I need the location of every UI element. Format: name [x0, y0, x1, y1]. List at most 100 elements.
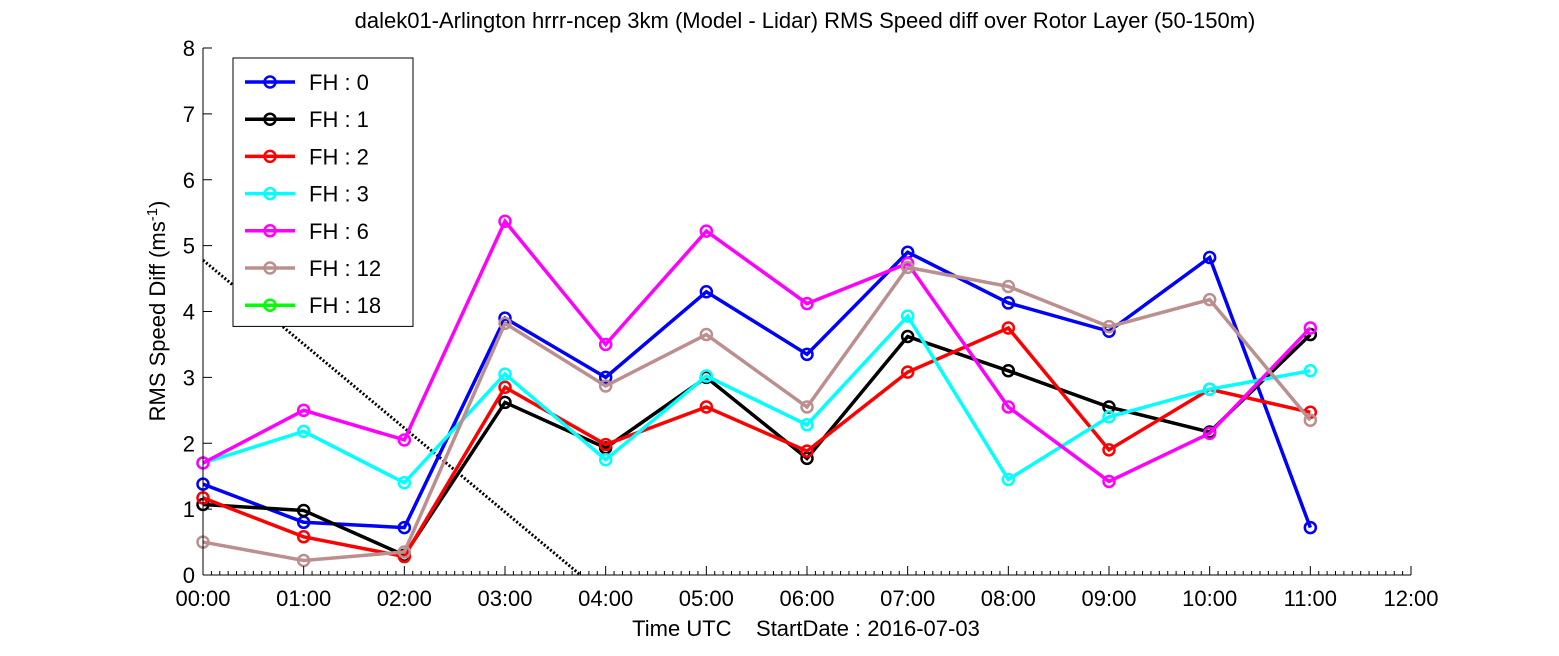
- y-tick-label: 8: [183, 36, 195, 61]
- data-point: [699, 327, 714, 342]
- data-point: [699, 224, 714, 238]
- data-point: [397, 476, 412, 490]
- data-point: [1202, 426, 1217, 441]
- data-point: [296, 403, 311, 418]
- data-point: [699, 369, 714, 383]
- x-tick-label: 09:00: [1081, 586, 1136, 611]
- data-point: [699, 284, 714, 299]
- data-point: [1001, 400, 1016, 414]
- data-point: [397, 433, 412, 447]
- data-point: [296, 503, 311, 518]
- legend-swatch-marker: [263, 224, 277, 238]
- y-axis-label: RMS Speed Diff (ms-1): [144, 201, 171, 422]
- legend-label: FH : 1: [309, 107, 369, 132]
- legend-entry-fh-6: FH : 6: [245, 219, 369, 244]
- y-tick-label: 2: [183, 431, 195, 456]
- data-point: [1303, 520, 1318, 535]
- y-axis-label-main: RMS Speed Diff (ms: [145, 221, 170, 421]
- x-tick-label: 05:00: [679, 586, 734, 611]
- data-point: [1001, 472, 1016, 487]
- data-point: [900, 329, 915, 344]
- x-tick-label: 12:00: [1383, 586, 1438, 611]
- x-tick-label: 04:00: [578, 586, 633, 611]
- legend-entry-fh-18: FH : 18: [245, 293, 381, 318]
- data-point: [1102, 443, 1116, 457]
- x-minor-ticks: [210, 571, 1404, 575]
- legend-entry-fh-1: FH : 1: [245, 107, 369, 132]
- data-point: [1303, 321, 1318, 335]
- data-point: [598, 452, 613, 467]
- legend-label: FH : 2: [309, 144, 369, 169]
- data-point: [1303, 413, 1318, 427]
- data-point: [800, 296, 814, 311]
- data-point: [498, 367, 512, 381]
- legend-swatch-marker: [263, 261, 277, 275]
- x-tick-label: 02:00: [377, 586, 432, 611]
- legend-swatch-marker: [263, 186, 277, 201]
- x-tick-label: 08:00: [981, 586, 1036, 611]
- data-point: [1202, 250, 1217, 265]
- y-tick-label: 3: [183, 365, 195, 390]
- x-axis-label: Time UTC StartDate : 2016-07-03: [632, 616, 980, 641]
- y-tick-label: 6: [183, 168, 195, 193]
- data-point: [1102, 319, 1116, 334]
- legend-label: FH : 18: [309, 293, 381, 318]
- series-fh-12: [196, 260, 1318, 568]
- data-point: [498, 395, 512, 410]
- data-point: [1001, 279, 1016, 294]
- data-point: [498, 214, 512, 229]
- data-point: [699, 400, 714, 414]
- data-point: [1001, 321, 1016, 335]
- data-point: [498, 316, 512, 331]
- chart-title: dalek01-Arlington hrrr-ncep 3km (Model -…: [355, 8, 1256, 33]
- data-point: [598, 370, 613, 385]
- series-line-fh-0: [202, 250, 1312, 530]
- data-point: [598, 379, 613, 393]
- series-line-fh-6: [202, 217, 1312, 484]
- data-point: [1202, 382, 1217, 396]
- y-tick-label: 0: [183, 563, 195, 588]
- series-line-fh-12: [202, 265, 1312, 563]
- legend-label: FH : 12: [309, 256, 381, 281]
- data-point: [296, 424, 311, 439]
- x-tick-label: 01:00: [276, 586, 331, 611]
- legend-swatch-marker: [263, 75, 277, 89]
- data-point: [1303, 364, 1318, 378]
- legend-entry-fh-2: FH : 2: [245, 144, 369, 169]
- series-line-fh-3: [202, 313, 1311, 485]
- data-point: [800, 444, 814, 458]
- tick-labels-layer: 00:00 01:00 02:00 03:00 04:00 05:00 06:00 07:00…: [175, 36, 1438, 611]
- data-point: [800, 418, 814, 432]
- data-point: [900, 260, 915, 275]
- legend-entry-fh-3: FH : 3: [245, 182, 369, 207]
- legend-entry-fh-12: FH : 12: [245, 256, 381, 281]
- y-tick-label: 7: [183, 102, 195, 127]
- legend-swatch-marker: [263, 298, 277, 312]
- data-point: [397, 520, 412, 535]
- legend-label: FH : 3: [309, 182, 369, 207]
- data-point: [1102, 410, 1116, 424]
- data-point: [900, 309, 915, 323]
- legend: FH : 0 FH : 1 FH : 2 FH : 3 FH : 6 FH : 12 FH …: [232, 57, 414, 327]
- y-tick-label: 5: [183, 234, 195, 259]
- data-point: [598, 337, 613, 352]
- legend-swatch-marker: [263, 149, 277, 164]
- data-point: [800, 347, 814, 362]
- x-tick-label: 03:00: [477, 586, 532, 611]
- data-point: [397, 545, 412, 559]
- y-tick-label: 4: [183, 300, 195, 325]
- data-point: [598, 437, 613, 452]
- data-point: [900, 365, 915, 379]
- legend-label: FH : 6: [309, 219, 369, 244]
- y-tick-label: 1: [183, 497, 195, 522]
- data-point: [498, 380, 512, 395]
- y-axis-label-superscript: -1: [144, 208, 161, 221]
- legend-entry-fh-0: FH : 0: [245, 70, 369, 95]
- legend-label: FH : 0: [309, 70, 369, 95]
- x-tick-label: 10:00: [1182, 586, 1237, 611]
- series-fh-0: [196, 245, 1318, 535]
- x-tick-label: 00:00: [175, 586, 230, 611]
- x-tick-label: 11:00: [1284, 586, 1337, 611]
